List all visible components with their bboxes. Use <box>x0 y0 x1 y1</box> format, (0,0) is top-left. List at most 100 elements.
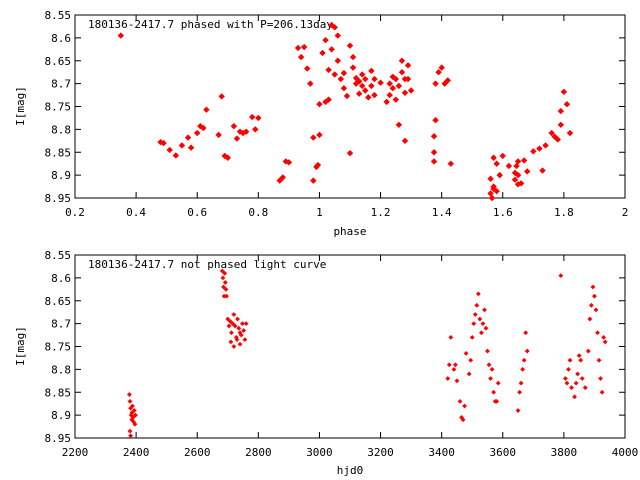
x-axis-label: phase <box>333 225 366 238</box>
y-tick-label: 8.9 <box>51 169 71 182</box>
y-tick-label: 8.7 <box>51 318 71 331</box>
y-tick-label: 8.65 <box>45 295 72 308</box>
data-point <box>493 187 500 195</box>
data-point <box>398 68 406 76</box>
x-axis-label: hjd0 <box>337 464 364 477</box>
data-point <box>579 376 585 381</box>
data-point <box>462 403 467 409</box>
data-point <box>554 136 561 143</box>
data-point <box>241 328 247 333</box>
data-point <box>310 134 317 141</box>
data-point <box>172 152 180 159</box>
data-point <box>368 67 375 75</box>
x-tick-label: 2400 <box>123 446 150 459</box>
data-point <box>598 376 603 381</box>
y-tick-label: 8.85 <box>45 146 72 159</box>
data-point <box>234 337 240 343</box>
data-points <box>117 21 574 202</box>
data-point <box>517 180 525 187</box>
data-point <box>460 417 466 423</box>
data-point <box>445 376 451 381</box>
data-point <box>242 337 248 343</box>
phased-light-curve-chart: 180136-2417.7 phased with P=206.13day ph… <box>14 9 628 238</box>
data-point <box>225 316 231 322</box>
data-point <box>447 160 455 167</box>
data-point <box>368 82 375 90</box>
data-point <box>563 101 571 108</box>
data-point <box>359 82 366 90</box>
data-point <box>203 106 210 113</box>
data-point <box>514 158 522 165</box>
data-point <box>551 133 558 140</box>
data-point <box>599 389 605 395</box>
data-point <box>513 162 520 170</box>
data-point <box>220 275 226 281</box>
data-point <box>392 75 400 83</box>
data-point <box>557 121 565 128</box>
y-tick-label: 8.6 <box>51 272 71 285</box>
data-point <box>438 64 445 71</box>
data-point <box>451 366 457 372</box>
data-point <box>235 316 240 322</box>
data-point <box>475 291 481 297</box>
x-tick-label: 0.8 <box>248 206 268 219</box>
data-point <box>285 159 293 166</box>
data-point <box>355 78 363 85</box>
data-point <box>243 321 249 327</box>
data-point <box>454 378 460 384</box>
data-point <box>226 323 232 329</box>
data-point <box>359 71 366 78</box>
x-axis-ticks: 2200 2400 2600 2800 3000 3200 3400 3600 3800 4000 <box>62 255 638 459</box>
data-point <box>495 380 501 386</box>
data-point <box>457 399 463 404</box>
data-point <box>224 293 229 299</box>
data-point <box>595 330 600 336</box>
data-point <box>477 316 483 322</box>
data-point <box>325 66 332 74</box>
data-point <box>331 24 338 31</box>
data-point <box>184 134 192 141</box>
y-tick-label: 8.75 <box>45 101 72 114</box>
data-point <box>304 65 311 72</box>
data-point <box>582 385 588 391</box>
data-point <box>482 307 487 313</box>
data-point <box>572 394 577 400</box>
data-point <box>231 344 237 349</box>
data-point <box>435 68 442 76</box>
data-point <box>365 94 372 101</box>
data-point <box>334 57 341 64</box>
x-tick-label: 3800 <box>551 446 578 459</box>
data-point <box>496 171 503 179</box>
data-point <box>398 57 406 64</box>
data-point <box>362 75 369 83</box>
data-point <box>453 362 458 368</box>
data-point <box>588 302 594 308</box>
data-point <box>386 80 393 87</box>
data-point <box>346 149 354 157</box>
data-point <box>238 332 244 338</box>
data-point <box>563 376 568 381</box>
data-point <box>585 348 591 354</box>
y-tick-label: 8.9 <box>51 409 71 422</box>
data-point <box>407 87 415 94</box>
data-point <box>319 49 326 57</box>
data-point <box>300 43 308 51</box>
data-point <box>279 174 286 181</box>
data-point <box>530 148 537 155</box>
data-point <box>132 421 138 427</box>
data-point <box>601 334 607 340</box>
data-point <box>377 79 384 86</box>
data-point <box>126 392 132 397</box>
data-point <box>249 113 256 121</box>
data-point <box>548 129 555 137</box>
data-point <box>334 32 341 39</box>
data-point <box>471 321 477 327</box>
data-point <box>478 330 484 336</box>
data-point <box>160 139 167 147</box>
data-point <box>578 357 584 363</box>
plot-frame <box>74 254 626 439</box>
data-point <box>404 75 412 83</box>
data-point <box>349 53 357 61</box>
data-point <box>592 293 597 299</box>
x-tick-label: 2800 <box>245 446 272 459</box>
